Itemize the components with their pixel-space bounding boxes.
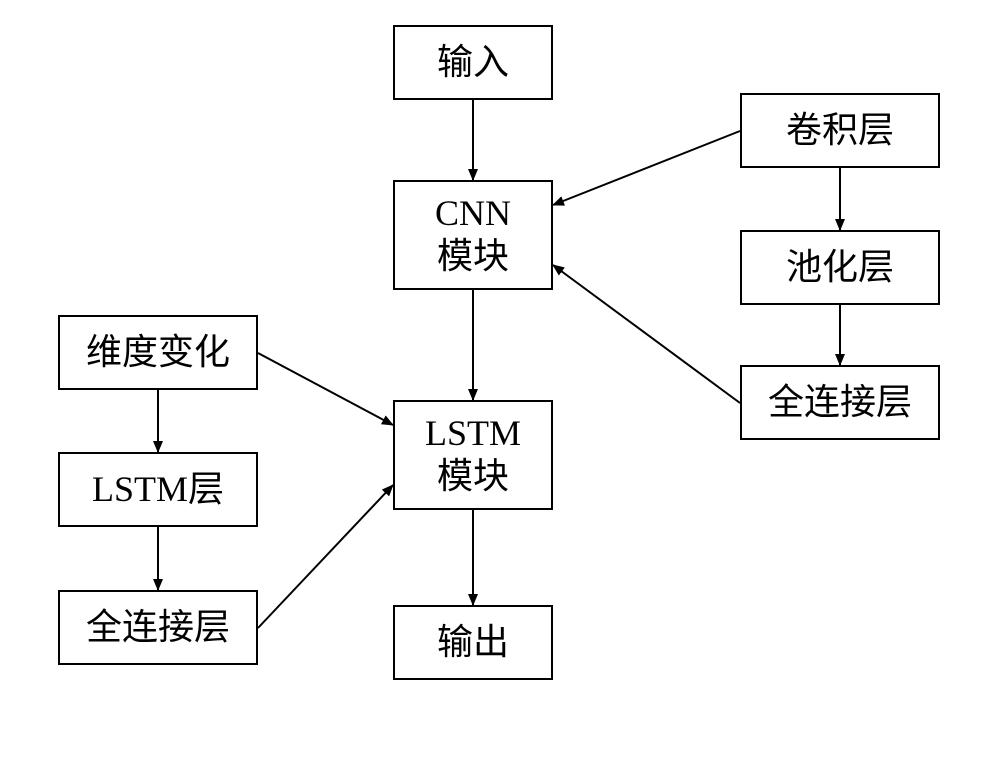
- node-fc2: 全连接层: [58, 590, 258, 665]
- node-label: LSTM层: [92, 468, 224, 511]
- node-fc1: 全连接层: [740, 365, 940, 440]
- node-label: 输出: [437, 621, 509, 664]
- node-input: 输入: [393, 25, 553, 100]
- node-label: 池化层: [786, 246, 894, 289]
- node-dim: 维度变化: [58, 315, 258, 390]
- node-output: 输出: [393, 605, 553, 680]
- node-lstm-layer: LSTM层: [58, 452, 258, 527]
- node-lstm: LSTM模块: [393, 400, 553, 510]
- node-label: 维度变化: [86, 331, 230, 374]
- node-label: 全连接层: [768, 381, 912, 424]
- node-cnn: CNN模块: [393, 180, 553, 290]
- node-label: 全连接层: [86, 606, 230, 649]
- node-label: LSTM模块: [425, 412, 521, 498]
- node-conv: 卷积层: [740, 93, 940, 168]
- node-label: CNN模块: [435, 192, 511, 278]
- node-label: 输入: [437, 41, 509, 84]
- node-pool: 池化层: [740, 230, 940, 305]
- node-label: 卷积层: [786, 109, 894, 152]
